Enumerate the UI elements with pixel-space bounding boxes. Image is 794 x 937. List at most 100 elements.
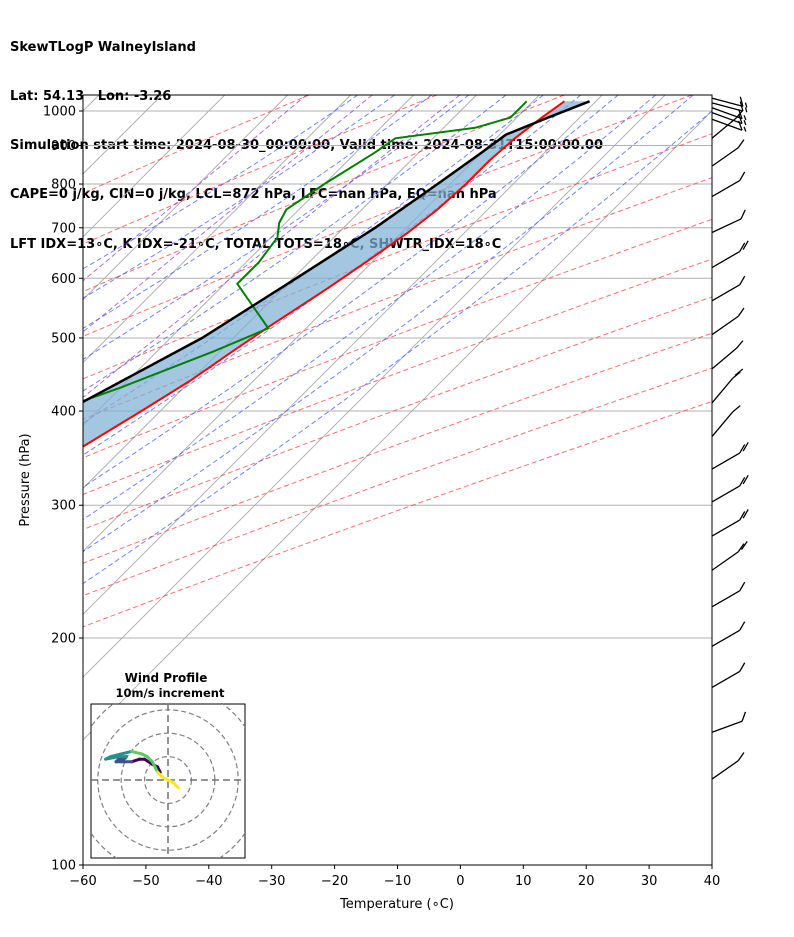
barb-flag bbox=[740, 541, 748, 550]
barb-flag bbox=[739, 621, 746, 631]
barb-staff bbox=[711, 180, 741, 198]
isotherm-line bbox=[83, 95, 351, 364]
wind-barb bbox=[711, 101, 748, 113]
y-tick-label: 600 bbox=[51, 272, 76, 287]
barb-flag bbox=[732, 405, 741, 413]
mixing-ratio-line bbox=[83, 95, 461, 399]
y-axis-label: Pressure (hPa) bbox=[18, 433, 33, 526]
barb-flag bbox=[742, 509, 749, 519]
hodograph-inset: Wind Profile 10m/s increment bbox=[90, 671, 246, 859]
wind-barb bbox=[711, 96, 748, 108]
wind-barb bbox=[711, 109, 744, 139]
reference-lines bbox=[83, 95, 712, 628]
dry-adiabat bbox=[83, 258, 712, 495]
wind-barb bbox=[711, 275, 746, 302]
x-tick-label: −10 bbox=[384, 874, 411, 889]
barb-flag bbox=[736, 340, 744, 349]
barb-staff bbox=[711, 590, 741, 608]
isotherm-line bbox=[83, 95, 226, 238]
wind-barb bbox=[711, 118, 747, 132]
y-tick-label: 400 bbox=[51, 405, 76, 420]
barb-flag bbox=[738, 113, 743, 124]
dry-adiabat bbox=[83, 400, 712, 628]
wind-barb bbox=[711, 240, 749, 269]
barb-staff bbox=[711, 97, 744, 108]
moist-adiabat bbox=[83, 95, 470, 360]
isotherm-line bbox=[83, 110, 712, 741]
isotherm-line bbox=[83, 95, 100, 112]
barb-staff bbox=[711, 551, 739, 571]
wind-barb bbox=[711, 405, 741, 437]
barb-flag bbox=[742, 240, 749, 250]
hodograph-segment bbox=[130, 749, 144, 756]
wind-barb bbox=[711, 662, 746, 688]
barb-staff bbox=[711, 102, 744, 112]
x-tick-label: 20 bbox=[578, 874, 595, 889]
barb-staff bbox=[711, 284, 741, 302]
barb-staff bbox=[711, 315, 739, 336]
barb-flag bbox=[737, 543, 745, 553]
y-tick-label: 100 bbox=[51, 859, 76, 874]
dry-adiabat bbox=[83, 177, 712, 420]
x-tick-label: −20 bbox=[321, 874, 348, 889]
barb-flag bbox=[739, 275, 746, 286]
barb-staff bbox=[711, 452, 741, 470]
moist-adiabat bbox=[83, 95, 582, 456]
y-tick-label: 300 bbox=[51, 499, 76, 514]
barb-flag bbox=[737, 139, 745, 149]
x-tick-label: −40 bbox=[195, 874, 222, 889]
barb-staff bbox=[711, 670, 741, 688]
wind-barb bbox=[711, 442, 749, 470]
barb-flag bbox=[740, 209, 746, 220]
barb-staff bbox=[711, 218, 742, 234]
barb-flag bbox=[736, 109, 744, 119]
barb-flag bbox=[739, 101, 744, 112]
wind-barb bbox=[711, 711, 747, 733]
cape-shading bbox=[83, 101, 590, 447]
barb-flag bbox=[739, 476, 746, 487]
barb-flag bbox=[739, 444, 746, 454]
wind-barb bbox=[711, 752, 745, 780]
wind-barb bbox=[711, 541, 748, 571]
barb-flag bbox=[742, 442, 749, 452]
barb-flag bbox=[739, 662, 746, 672]
barb-staff bbox=[711, 720, 743, 733]
wind-barb bbox=[711, 509, 749, 537]
barb-staff bbox=[711, 378, 734, 404]
shaded-region bbox=[83, 101, 590, 447]
moist-adiabat bbox=[83, 95, 432, 329]
wind-barb bbox=[711, 340, 744, 370]
hodograph-plot bbox=[91, 704, 245, 858]
barb-staff bbox=[711, 112, 743, 125]
x-tick-label: 40 bbox=[704, 874, 721, 889]
dry-adiabat bbox=[83, 95, 565, 293]
wind-barb bbox=[711, 209, 746, 234]
parcel-line bbox=[83, 100, 591, 404]
moist-adiabat bbox=[83, 110, 712, 585]
y-tick-label: 800 bbox=[51, 178, 76, 193]
barb-flag bbox=[737, 307, 745, 317]
barb-half bbox=[744, 107, 748, 113]
barb-flag bbox=[739, 511, 746, 521]
mixing-ratio-line bbox=[83, 95, 307, 282]
barb-staff bbox=[711, 118, 743, 131]
hodograph-segment bbox=[119, 749, 134, 756]
hodograph-segment bbox=[174, 783, 180, 790]
dry-adiabat bbox=[83, 332, 712, 564]
y-tick-label: 900 bbox=[51, 139, 76, 154]
barb-half bbox=[743, 115, 747, 121]
axes: −60 −50 −40 −30 −20 −10 0 10 20 30 40 100 200 300 400 5… bbox=[43, 104, 720, 889]
y-tick-label: 200 bbox=[51, 632, 76, 647]
moist-adiabat bbox=[83, 95, 694, 553]
wind-barb bbox=[711, 112, 747, 126]
mixing-ratio-line bbox=[83, 95, 373, 333]
isotherm-line bbox=[83, 95, 414, 427]
barb-staff bbox=[711, 519, 741, 537]
moist-adiabat bbox=[83, 95, 619, 488]
isotherm-line bbox=[83, 95, 540, 552]
wind-barb bbox=[711, 139, 745, 167]
isotherm-line bbox=[83, 95, 477, 490]
barb-staff bbox=[711, 117, 737, 139]
wind-barb bbox=[711, 474, 749, 503]
